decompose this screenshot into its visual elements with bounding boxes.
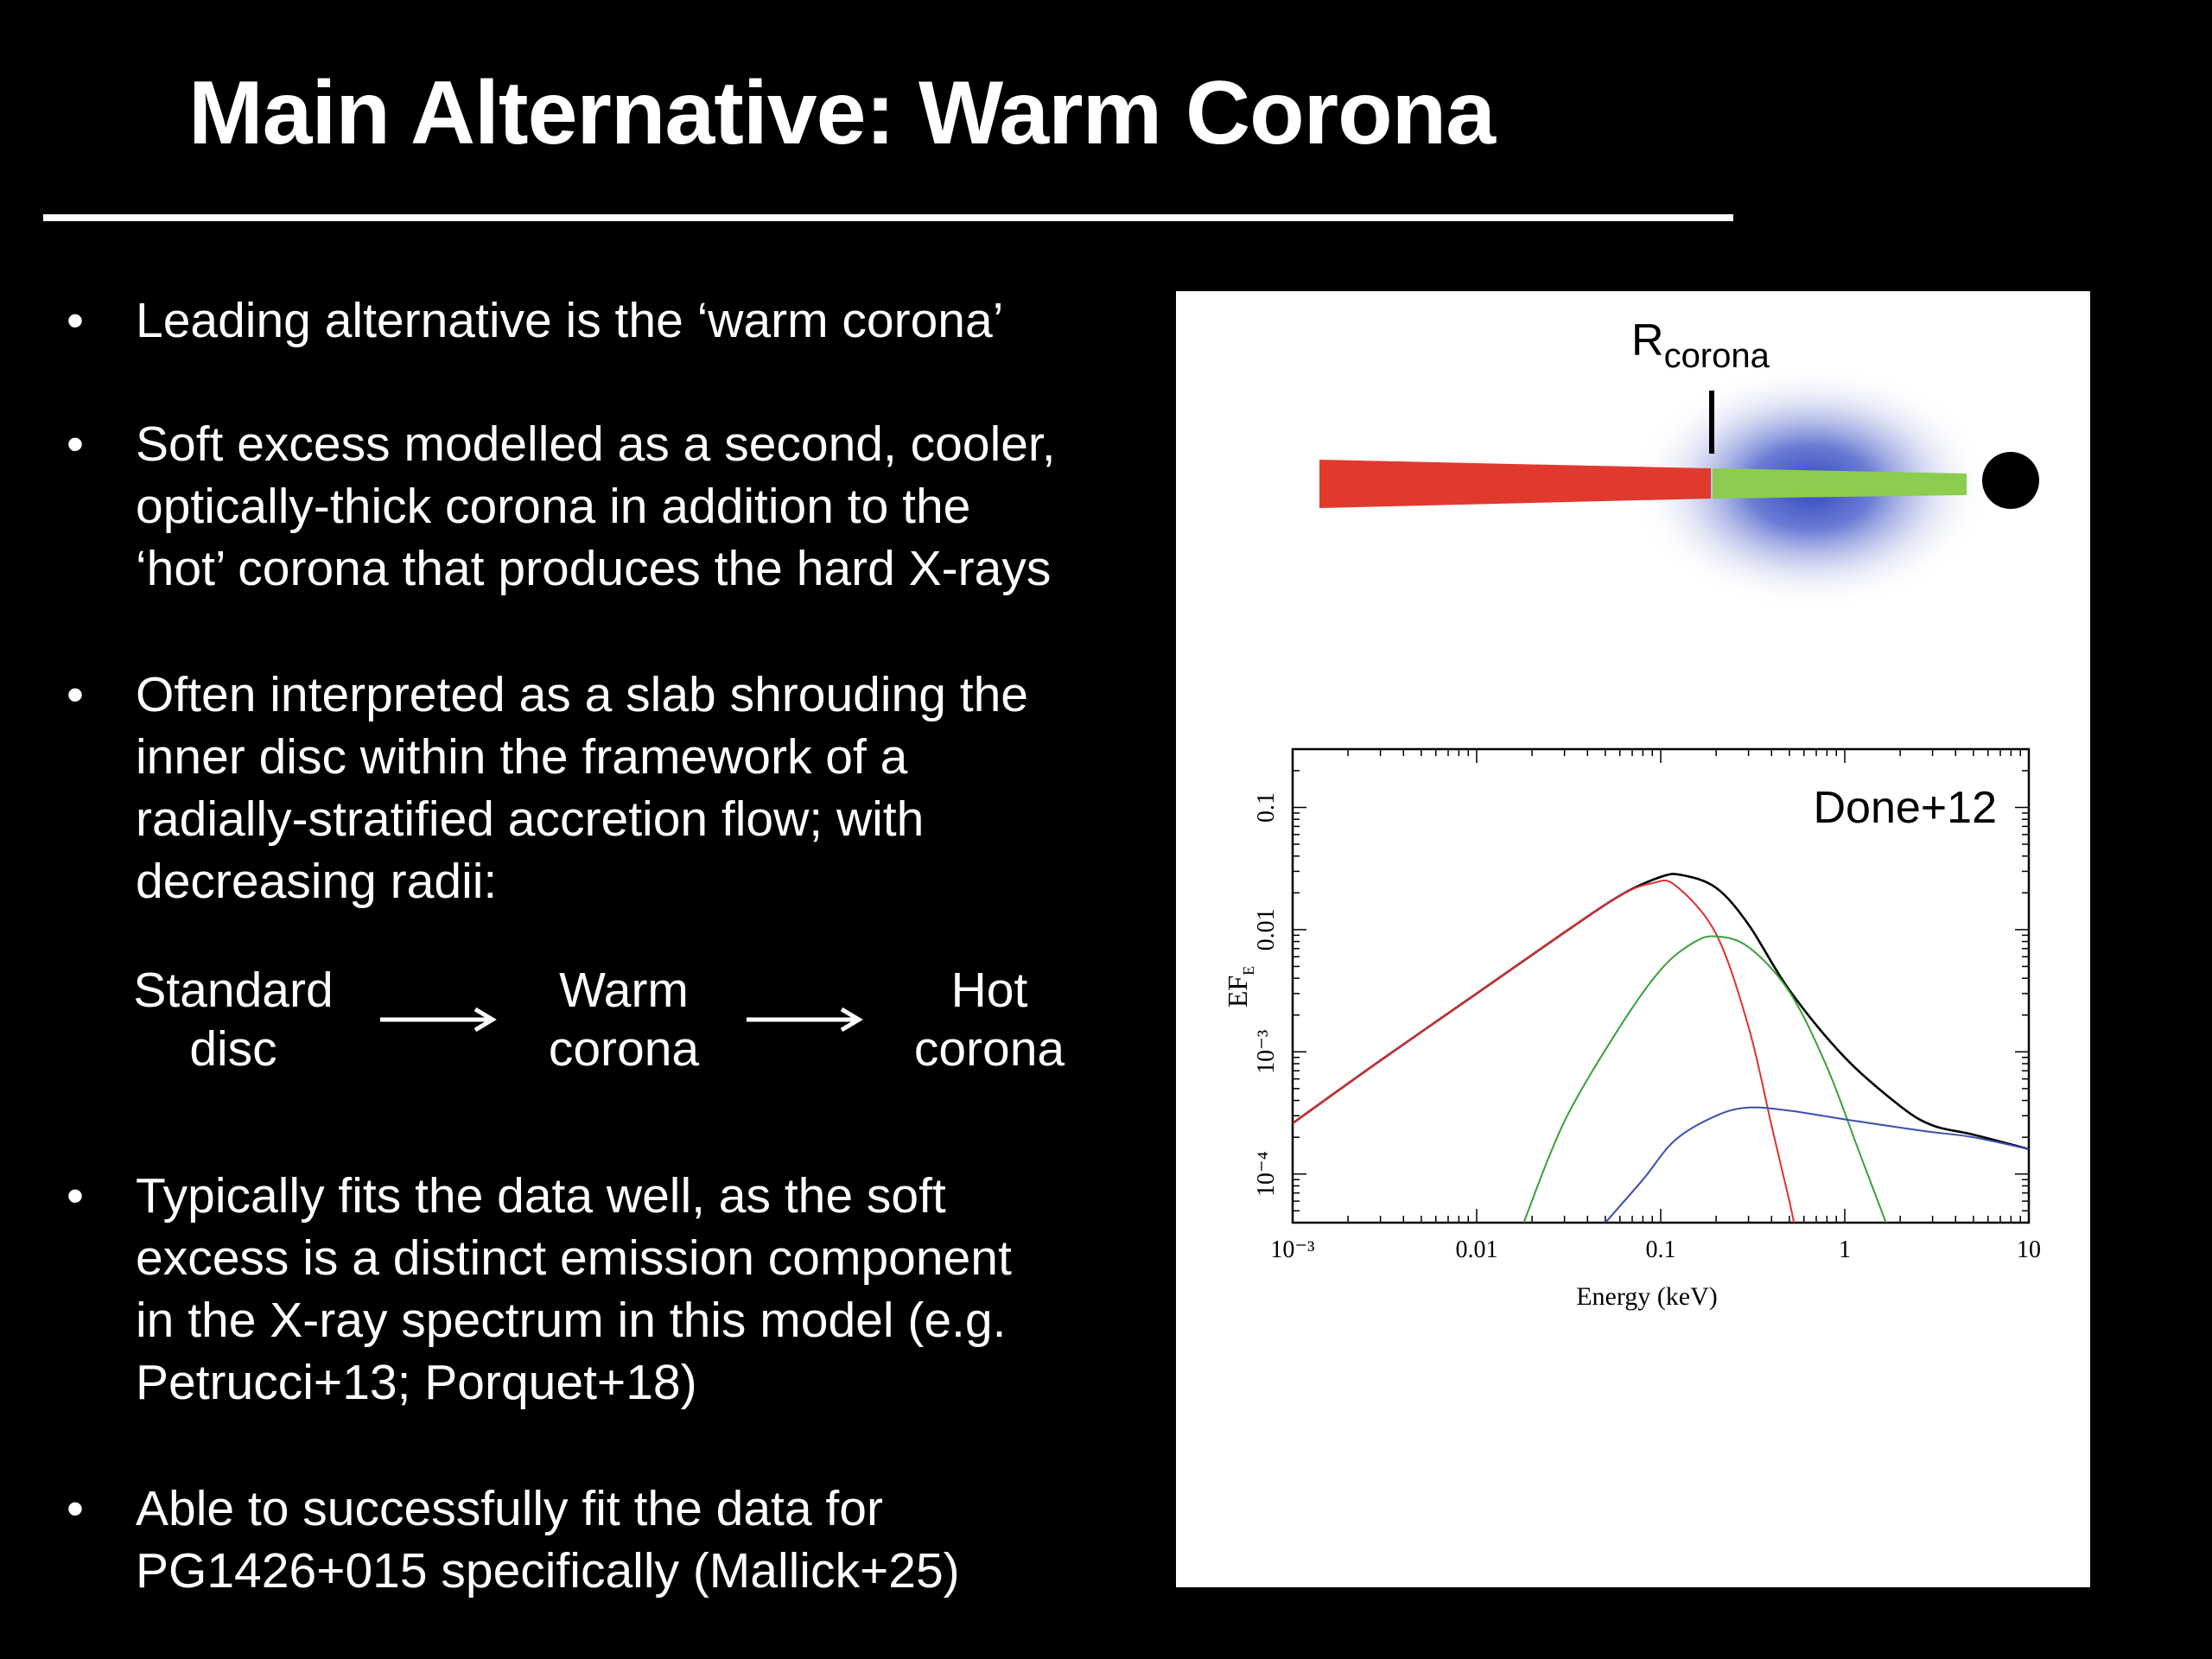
- bullet-line: radially-stratified accretion flow; with: [136, 791, 925, 847]
- total-model-curve: [1293, 873, 2029, 1151]
- flow-stage-label: Hot: [950, 963, 1028, 1018]
- bullet-line: Leading alternative is the ‘warm corona’: [136, 293, 1004, 348]
- bullet-dot-icon: •: [67, 667, 84, 722]
- bullet-item: • Soft excess modelled as a second, coole…: [67, 413, 1207, 600]
- x-axis-label: Energy (keV): [1576, 1282, 1718, 1311]
- bullet-item: • Able to successfully fit the data for PG…: [67, 1478, 1207, 1602]
- slide-title: Main Alternative: Warm Corona: [188, 63, 1496, 163]
- bullet-line: inner disc within the framework of a: [136, 729, 908, 785]
- disc-component-curve: [1293, 880, 1796, 1223]
- flow-stage-label: corona: [913, 1021, 1065, 1077]
- y-axis-label-sub: E: [1240, 966, 1257, 976]
- y-tick-label: 0.01: [1253, 908, 1280, 950]
- flow-stage-standard-disc: Standard disc: [130, 961, 337, 1078]
- plot-annotation: Done+12: [1813, 783, 1997, 833]
- flow-arrow-icon: [380, 1007, 497, 1033]
- black-hole-icon: [1982, 452, 2039, 509]
- bullet-dot-icon: •: [67, 1481, 84, 1536]
- spectrum-plot: 10⁻³ 0.01 0.1 1 10 10⁻⁴ 10⁻³ 0.01 0.1 Done+12 En…: [1222, 747, 2041, 1311]
- y-tick-label: 0.1: [1253, 792, 1280, 823]
- bullet-line: optically-thick corona in addition to th…: [136, 479, 971, 534]
- bullet-line: Petrucci+13; Porquet+18): [136, 1355, 697, 1410]
- standard-disc-bar: [1319, 460, 1711, 508]
- flow-stage-warm-corona: Warm corona: [520, 961, 728, 1078]
- bullet-dot-icon: •: [67, 293, 84, 348]
- y-axis-label-main: EF: [1222, 976, 1253, 1007]
- bullet-line: excess is a distinct emission component: [136, 1230, 1012, 1286]
- accretion-geometry-diagram: Rcorona: [1319, 315, 2039, 608]
- x-tick-label: 0.01: [1456, 1236, 1498, 1263]
- bullet-dot-icon: •: [67, 1168, 84, 1224]
- bullet-line: ‘hot’ corona that produces the hard X-ra…: [136, 541, 1052, 596]
- radius-label: Rcorona: [1631, 315, 1770, 375]
- flow-stage-label: corona: [548, 1021, 700, 1077]
- flow-stage-label: Standard: [133, 963, 334, 1018]
- bullet-line: Able to successfully fit the data for: [136, 1481, 883, 1536]
- bullet-line: Soft excess modelled as a second, cooler…: [136, 416, 1056, 472]
- x-tick-label: 10⁻³: [1270, 1236, 1314, 1263]
- x-tick-label: 10: [2017, 1236, 2041, 1263]
- x-tick-label: 1: [1839, 1236, 1851, 1263]
- bullet-line: decreasing radii:: [136, 854, 498, 909]
- bullet-line: in the X-ray spectrum in this model (e.g…: [136, 1293, 1007, 1348]
- flow-stage-hot-corona: Hot corona: [886, 961, 1093, 1078]
- bullet-line: Typically fits the data well, as the sof…: [136, 1168, 946, 1224]
- flow-stage-label: disc: [189, 1021, 277, 1077]
- warm-corona-slab: [1713, 468, 1967, 499]
- bullet-dot-icon: •: [67, 416, 84, 472]
- x-tick-label: 0.1: [1646, 1236, 1676, 1263]
- figure-panel: Rcorona 10⁻³ 0.01 0.1 1 10 10⁻⁴ 10⁻³ 0.01 0.1 Do…: [1176, 291, 2090, 1587]
- title-underline: [43, 214, 1733, 221]
- warm-corona-curve: [1522, 935, 1887, 1223]
- y-axis-label: EFE: [1222, 966, 1257, 1007]
- flow-arrow-icon: [747, 1007, 863, 1033]
- bullet-item: • Often interpreted as a slab shrouding t…: [67, 664, 1207, 912]
- hot-corona-curve: [1605, 1106, 2029, 1223]
- flow-stage-label: Warm: [559, 963, 689, 1018]
- y-tick-label: 10⁻³: [1253, 1030, 1280, 1074]
- bullet-line: PG1426+015 specifically (Mallick+25): [136, 1543, 960, 1599]
- bullet-line: Often interpreted as a slab shrouding th…: [136, 667, 1028, 722]
- radius-label-main: R: [1631, 315, 1664, 365]
- radius-label-sub: corona: [1664, 337, 1770, 375]
- y-tick-label: 10⁻⁴: [1253, 1151, 1280, 1197]
- bullet-item: • Typically fits the data well, as the so…: [67, 1165, 1207, 1414]
- bullet-item: • Leading alternative is the ‘warm corona…: [67, 289, 1207, 352]
